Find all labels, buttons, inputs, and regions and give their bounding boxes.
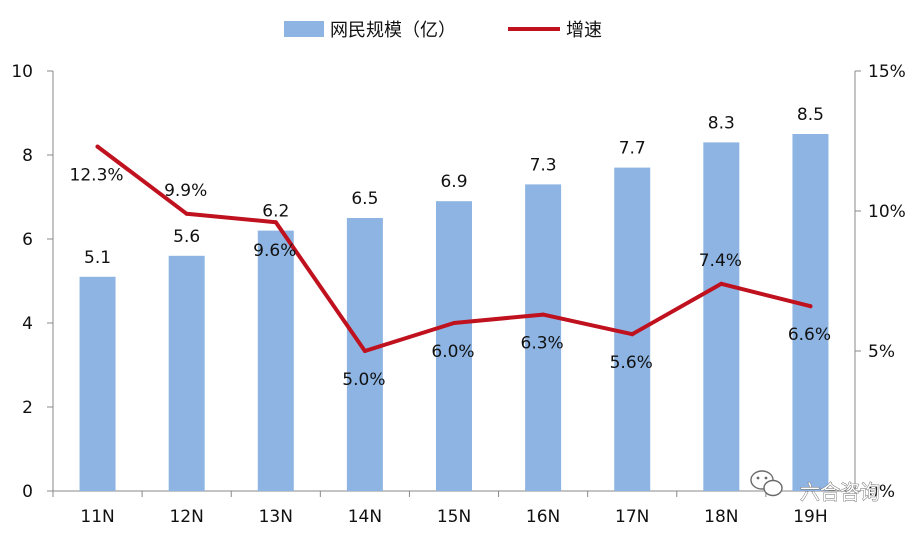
y-left-tick-label: 8	[22, 146, 33, 166]
legend-bar-label: 网民规模（亿）	[330, 20, 456, 41]
bar-value-label: 5.6	[173, 227, 200, 247]
y-left-tick-label: 4	[22, 314, 33, 334]
growth-value-label: 6.6%	[788, 325, 831, 345]
bar-value-label: 6.2	[262, 202, 289, 222]
bar-value-label: 7.7	[619, 139, 646, 159]
line-point	[719, 281, 724, 286]
bar-value-label: 5.1	[84, 248, 111, 268]
x-tick-label: 17N	[615, 507, 649, 527]
x-tick-label: 12N	[169, 507, 203, 527]
wechat-icon	[750, 470, 783, 497]
legend-line-label: 增速	[566, 20, 602, 41]
bar-series	[79, 134, 829, 491]
watermark: 六合咨询	[750, 470, 880, 504]
watermark-text: 六合咨询	[800, 480, 880, 504]
bar	[346, 218, 383, 491]
x-tick-label: 16N	[526, 507, 560, 527]
y-right-tick-label: 5%	[868, 342, 895, 362]
bar-value-label: 8.3	[708, 113, 735, 133]
line-point	[95, 144, 100, 149]
y-right-tick-label: 0%	[868, 482, 895, 502]
legend: 网民规模（亿） 增速	[284, 20, 602, 41]
line-point	[362, 349, 367, 353]
x-tick-label: 11N	[80, 507, 114, 527]
legend-bar-swatch	[284, 21, 324, 37]
y-left-tick-label: 2	[22, 398, 33, 418]
growth-value-label: 6.0%	[431, 342, 474, 362]
data-labels: 5.1 5.6 6.2 6.5 6.9 7.3 7.7 8.3 8.5 12.3% 9.9% 9.6%…	[70, 105, 831, 390]
growth-value-label: 9.9%	[164, 181, 207, 201]
y-right-tick-label: 15%	[868, 62, 906, 82]
line-point	[808, 304, 813, 309]
x-tick-label: 19H	[793, 507, 827, 527]
line-point	[630, 332, 635, 337]
line-series	[95, 144, 813, 353]
bar	[168, 255, 205, 491]
bar	[79, 276, 116, 491]
y-left-tick-label: 6	[22, 230, 33, 250]
line-point	[452, 321, 456, 325]
bar	[436, 201, 472, 491]
y-left-tick-label: 10	[11, 62, 33, 82]
x-tick-label: 18N	[704, 507, 738, 527]
axes: 0 2 4 6 8 10 0% 5% 10% 15% 11N 12N 13N 14N 15N 16N 17N 18…	[11, 62, 905, 527]
growth-value-label: 5.0%	[342, 370, 385, 390]
growth-value-label: 7.4%	[699, 251, 742, 271]
bar	[257, 230, 294, 491]
growth-value-label: 9.6%	[253, 241, 296, 261]
bar-value-label: 8.5	[797, 105, 824, 125]
bar-value-label: 6.5	[351, 189, 378, 209]
bar-value-label: 7.3	[530, 155, 557, 175]
x-tick-label: 15N	[437, 507, 471, 527]
y-right-tick-label: 10%	[868, 202, 906, 222]
y-left-tick-label: 0	[22, 482, 33, 502]
line-point	[273, 220, 278, 225]
growth-value-label: 6.3%	[521, 334, 564, 354]
line-point	[184, 211, 189, 216]
bar	[703, 142, 740, 491]
bar	[525, 184, 562, 491]
growth-value-label: 12.3%	[70, 166, 124, 186]
line-point	[541, 312, 546, 317]
bar	[792, 134, 829, 491]
x-tick-label: 14N	[348, 507, 382, 527]
growth-value-label: 5.6%	[610, 353, 653, 373]
x-tick-label: 13N	[259, 507, 293, 527]
bar-value-label: 6.9	[440, 172, 467, 192]
